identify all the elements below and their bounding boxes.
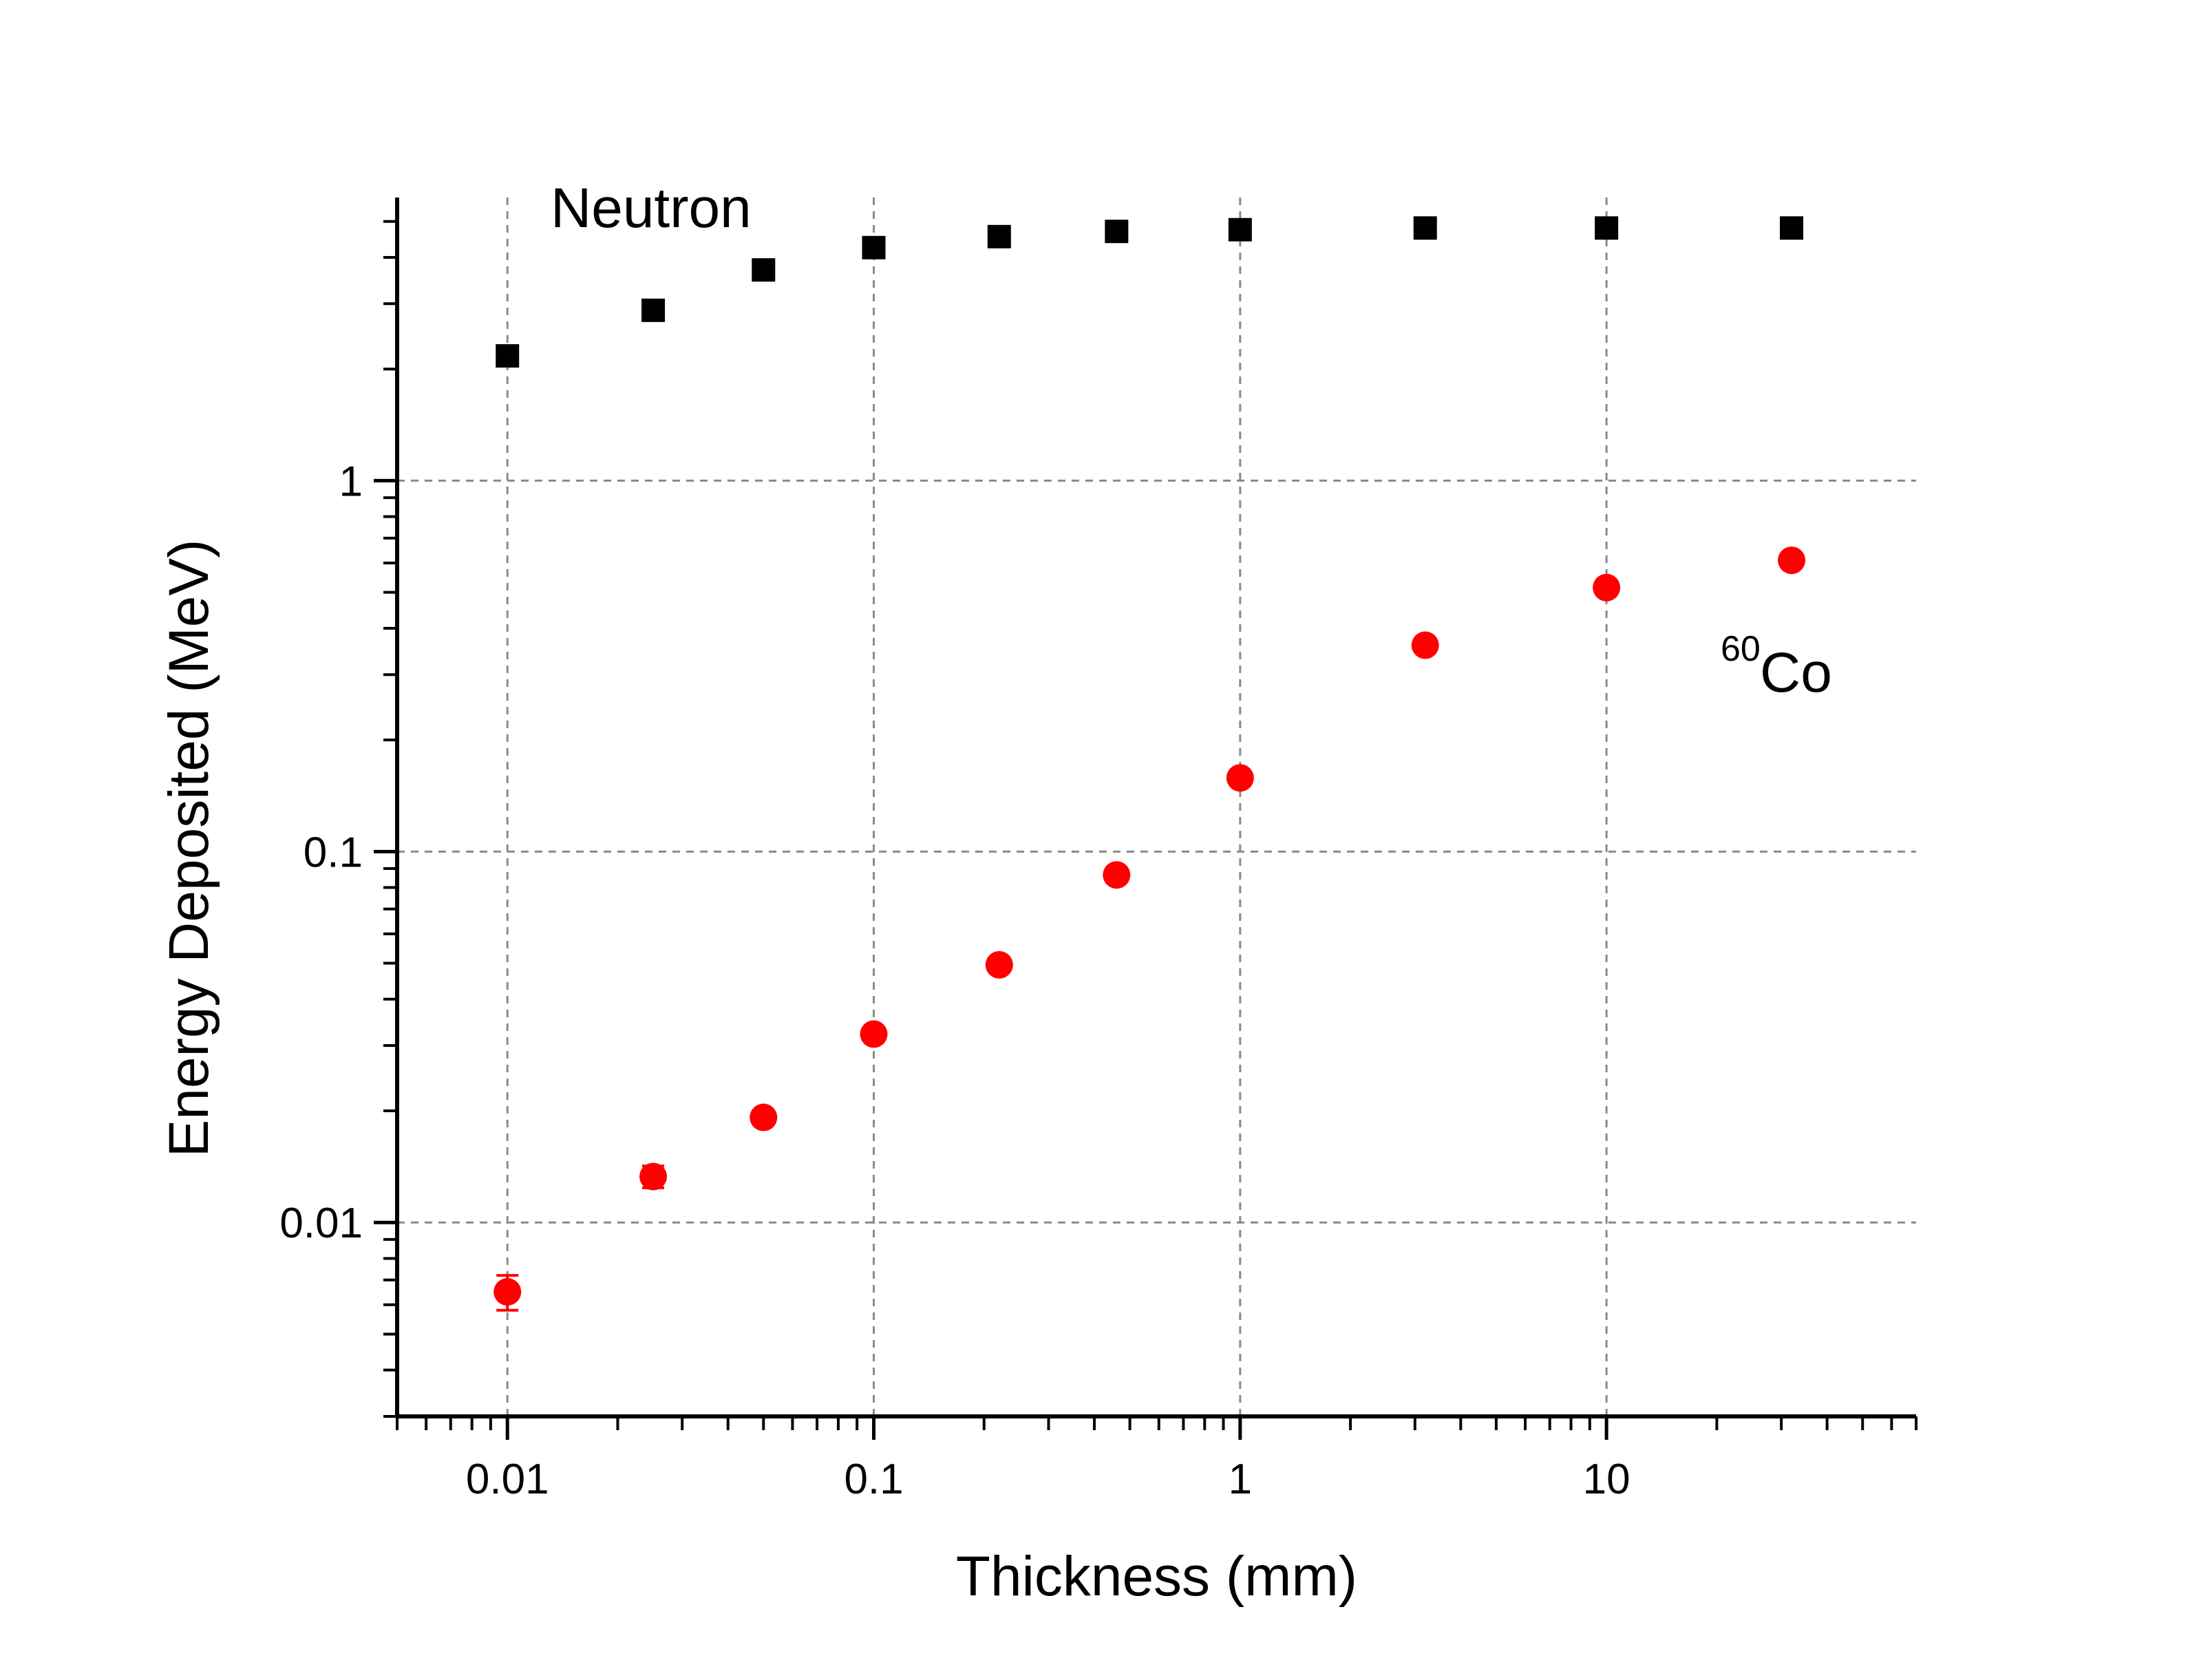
x-tick-label-0: 0.01 [466, 1456, 549, 1503]
data-point-co [493, 1278, 522, 1306]
axes-layer [395, 198, 1916, 1418]
data-point-co [1411, 631, 1439, 659]
data-point-neutron [1105, 220, 1129, 244]
ticks-layer: 0.01 0.1 1 10 0.01 0.1 1 [279, 220, 1918, 1503]
data-point-neutron [752, 258, 776, 282]
y-tick-label-0: 0.01 [279, 1200, 363, 1247]
data-point-neutron [987, 224, 1011, 248]
data-point-co [1778, 546, 1806, 575]
data-point-co [750, 1103, 778, 1131]
grid-layer [397, 198, 1916, 1416]
y-axis-title: Energy Deposited (MeV) [158, 540, 220, 1158]
y-tick-label-1: 0.1 [304, 829, 363, 876]
data-point-co [985, 950, 1013, 979]
data-point-neutron [641, 298, 666, 322]
data-point-neutron [1780, 216, 1804, 240]
data-point-neutron [1595, 216, 1619, 240]
data-point-neutron [1228, 217, 1252, 242]
data-point-neutron [862, 235, 886, 259]
data-point-co [860, 1020, 888, 1048]
series-label-neutron: Neutron [551, 177, 752, 240]
series-label-co-superscript: 60 [1721, 629, 1761, 669]
x-tick-label-1: 0.1 [844, 1456, 903, 1503]
points-layer [493, 216, 1806, 1312]
x-axis-title: Thickness (mm) [956, 1545, 1357, 1608]
x-tick-label-3: 10 [1583, 1456, 1630, 1503]
y-tick-label-2: 1 [339, 458, 363, 505]
data-point-co [1103, 861, 1131, 889]
x-tick-label-2: 1 [1229, 1456, 1252, 1503]
series-label-co: Co [1760, 641, 1832, 704]
data-point-co [639, 1162, 668, 1191]
data-point-neutron [1413, 216, 1437, 240]
data-point-co [1226, 764, 1254, 792]
labels-layer: Thickness (mm) Energy Deposited (MeV) Ne… [158, 177, 1832, 1608]
data-point-neutron [496, 344, 520, 368]
data-point-co [1593, 573, 1621, 602]
